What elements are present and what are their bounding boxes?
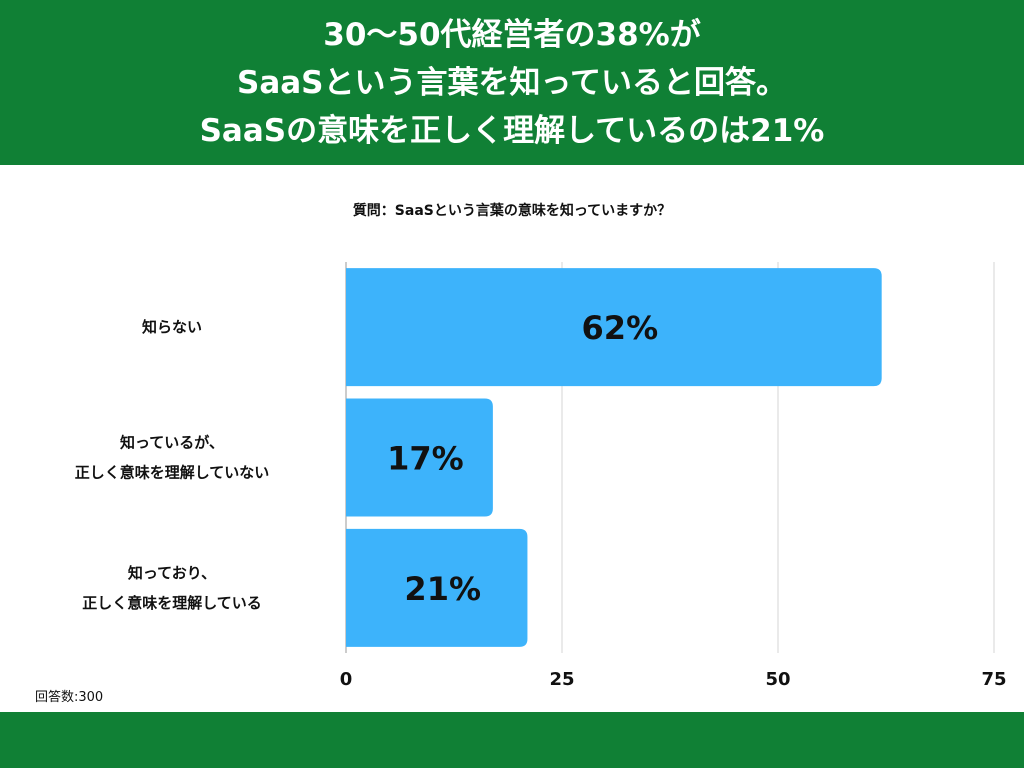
x-tick-label-75: 75 bbox=[981, 669, 1006, 690]
chart-title: 質問：SaaSという言葉の意味を知っていますか？ bbox=[352, 203, 672, 219]
footer-banner bbox=[0, 712, 1024, 768]
data-label-2: 21% bbox=[404, 570, 481, 608]
headline-line-2: SaaSという言葉を知っていると回答。 bbox=[237, 64, 787, 101]
x-tick-label-50: 50 bbox=[765, 669, 790, 690]
category-label-2-1: 正しく意味を理解している bbox=[82, 594, 262, 612]
category-label-1-1: 正しく意味を理解していない bbox=[75, 464, 270, 482]
category-label-1-0: 知っているが、 bbox=[120, 434, 224, 452]
category-label-0-0: 知らない bbox=[142, 318, 202, 336]
bar-1 bbox=[346, 398, 493, 517]
header-banner: 30〜50代経営者の38%が SaaSという言葉を知っていると回答。 SaaSの… bbox=[0, 0, 1024, 165]
headline-line-1: 30〜50代経営者の38%が bbox=[323, 16, 701, 53]
category-label-2-0: 知っており、 bbox=[128, 564, 216, 582]
labels: 0 25 50 75 62% 知らない 17% 知っているが、正しく意味を理解していない 21%… bbox=[75, 309, 1007, 690]
bar-2 bbox=[346, 528, 528, 647]
x-tick-label-0: 0 bbox=[340, 669, 353, 690]
data-label-1: 17% bbox=[387, 440, 464, 478]
x-tick-label-25: 25 bbox=[549, 669, 574, 690]
data-label-0: 62% bbox=[582, 309, 659, 347]
bar-0 bbox=[346, 268, 882, 387]
response-count: 回答数:300 bbox=[35, 690, 104, 705]
bars bbox=[346, 268, 882, 647]
headline-line-3: SaaSの意味を正しく理解しているのは21% bbox=[199, 112, 825, 149]
